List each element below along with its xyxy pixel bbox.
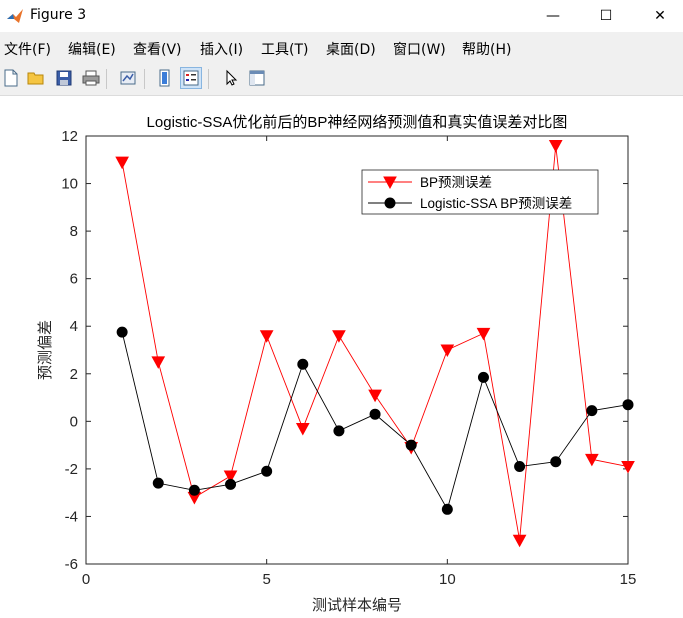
data-point (295, 422, 310, 436)
menu-edit[interactable]: 编辑(E) (68, 42, 116, 58)
data-point (223, 470, 238, 484)
colorbar-icon (159, 69, 170, 87)
series-logistic-ssa-bp (116, 326, 634, 515)
save-icon (56, 70, 72, 86)
window-title: Figure 3 (30, 7, 87, 23)
toolbar-separator (208, 69, 209, 89)
link-plot-button[interactable] (117, 67, 139, 89)
y-tick-label: 0 (70, 413, 78, 430)
y-tick-label: 12 (61, 128, 78, 145)
data-point (188, 484, 200, 496)
legend-button[interactable] (180, 67, 202, 89)
data-point (585, 453, 599, 467)
y-tick-label: -2 (65, 461, 78, 478)
open-file-button[interactable] (25, 67, 47, 89)
data-point (440, 344, 455, 358)
new-figure-icon (4, 69, 18, 87)
series-bp (115, 140, 635, 548)
data-point (477, 371, 489, 383)
y-tick-label: 6 (70, 271, 78, 288)
menu-insert[interactable]: 插入(I) (200, 42, 244, 58)
y-tick-label: -4 (65, 508, 78, 525)
data-point (332, 330, 346, 343)
minimize-icon: — (546, 8, 560, 24)
pointer-icon (226, 69, 238, 86)
property-inspector-icon (249, 70, 265, 86)
data-point (369, 408, 381, 420)
menu-help[interactable]: 帮助(H) (462, 42, 512, 58)
legend-entry: BP预测误差 (368, 175, 492, 190)
x-tick-label: 15 (620, 571, 637, 588)
menu-window[interactable]: 窗口(W) (393, 42, 446, 58)
menu-file[interactable]: 文件(F) (4, 42, 51, 58)
legend-marker (383, 176, 397, 190)
toolbar-separator (144, 69, 145, 89)
toolbar-separator (106, 69, 107, 89)
y-tick-label: 8 (70, 223, 78, 240)
menu-view[interactable]: 查看(V) (133, 42, 182, 58)
save-button[interactable] (53, 67, 75, 89)
window-titlebar: Figure 3 — ☐ ✕ (0, 0, 683, 32)
data-point (514, 461, 526, 473)
x-tick-label: 10 (439, 571, 456, 588)
data-point (441, 503, 453, 515)
close-icon: ✕ (654, 8, 666, 24)
series-line (121, 332, 629, 511)
legend-label: BP预测误差 (420, 175, 492, 190)
data-point (476, 327, 491, 341)
data-point (405, 439, 417, 451)
data-point (621, 461, 635, 474)
legend-marker (384, 197, 396, 209)
legend-icon (183, 70, 199, 86)
data-point (622, 399, 634, 411)
chart-title: Logistic-SSA优化前后的BP神经网络预测值和真实值误差对比图 (147, 113, 568, 131)
data-point (225, 478, 237, 490)
open-file-icon (27, 72, 44, 85)
data-point (261, 465, 273, 477)
print-button[interactable] (80, 67, 102, 89)
x-axis-label: 测试样本编号 (312, 597, 402, 614)
menu-bar: 文件(F) 编辑(E) 查看(V) 插入(I) 工具(T) 桌面(D) 窗口(W… (0, 35, 683, 61)
error-comparison-chart: 0 5 10 15 -6 -4 -2 0 2 4 6 8 10 12 Logistic-SSA优化前后的B… (37, 113, 637, 614)
data-point (259, 330, 274, 343)
close-button[interactable]: ✕ (637, 0, 683, 32)
data-point (548, 140, 563, 153)
menu-desktop[interactable]: 桌面(D) (326, 42, 376, 58)
data-point (115, 156, 129, 170)
legend-entry: Logistic-SSA BP预测误差 (368, 196, 572, 211)
data-point (152, 477, 164, 489)
property-inspector-button[interactable] (246, 67, 268, 89)
data-point (550, 456, 562, 468)
y-tick-label: 2 (70, 366, 78, 383)
menu-tools[interactable]: 工具(T) (261, 42, 309, 58)
colorbar-button[interactable] (154, 67, 176, 89)
y-tick-label: -6 (65, 556, 78, 573)
data-point (333, 425, 345, 437)
data-point (586, 405, 598, 417)
figure-toolbar (0, 63, 683, 96)
maximize-button[interactable]: ☐ (583, 0, 629, 32)
legend-box (361, 169, 599, 215)
data-point (512, 534, 527, 548)
plot-area (85, 135, 629, 565)
legend-label: Logistic-SSA BP预测误差 (420, 196, 572, 211)
pointer-button[interactable] (220, 67, 242, 89)
data-point (116, 326, 128, 338)
legend[interactable]: BP预测误差 Logistic-SSA BP预测误差 (361, 169, 599, 215)
minimize-button[interactable]: — (530, 0, 576, 32)
y-tick-label: 4 (70, 318, 78, 335)
y-tick-label: 10 (61, 176, 78, 193)
x-tick-label: 5 (262, 571, 270, 588)
maximize-icon: ☐ (599, 8, 613, 24)
y-axis-label: 预测偏差 (37, 320, 54, 380)
matlab-icon (7, 9, 23, 23)
link-plot-icon (120, 71, 136, 85)
data-point (151, 356, 166, 369)
new-figure-button[interactable] (0, 67, 22, 89)
data-point (368, 389, 382, 403)
data-point (297, 358, 309, 370)
print-icon (82, 70, 100, 86)
x-tick-label: 0 (82, 571, 90, 588)
